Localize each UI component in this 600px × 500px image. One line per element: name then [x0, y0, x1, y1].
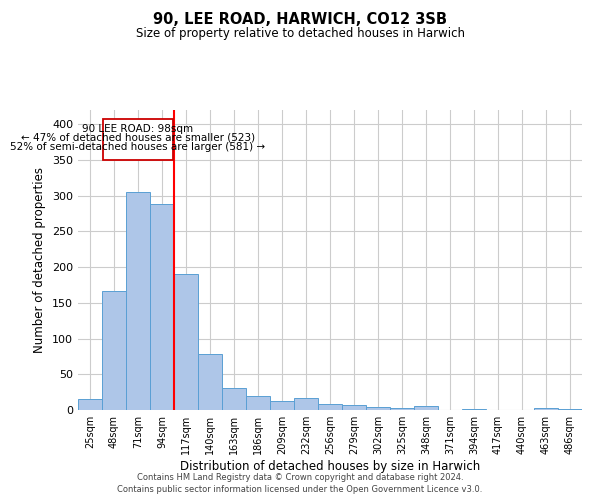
- Bar: [390, 408, 414, 410]
- Bar: [558, 408, 582, 410]
- Bar: [414, 406, 438, 410]
- Bar: [102, 290, 126, 410]
- Bar: [534, 408, 558, 410]
- Bar: [246, 396, 270, 410]
- Text: 90 LEE ROAD: 98sqm: 90 LEE ROAD: 98sqm: [82, 124, 194, 134]
- Bar: [462, 408, 486, 410]
- Bar: [366, 407, 390, 410]
- Text: 52% of semi-detached houses are larger (581) →: 52% of semi-detached houses are larger (…: [10, 142, 266, 152]
- Bar: [318, 404, 342, 410]
- X-axis label: Distribution of detached houses by size in Harwich: Distribution of detached houses by size …: [180, 460, 480, 473]
- Text: Contains public sector information licensed under the Open Government Licence v3: Contains public sector information licen…: [118, 485, 482, 494]
- Bar: [150, 204, 174, 410]
- Text: Contains HM Land Registry data © Crown copyright and database right 2024.: Contains HM Land Registry data © Crown c…: [137, 472, 463, 482]
- Bar: [78, 400, 102, 410]
- Bar: [198, 354, 222, 410]
- Bar: [174, 274, 198, 410]
- Y-axis label: Number of detached properties: Number of detached properties: [34, 167, 46, 353]
- Text: ← 47% of detached houses are smaller (523): ← 47% of detached houses are smaller (52…: [21, 133, 255, 143]
- Bar: [294, 398, 318, 410]
- FancyBboxPatch shape: [103, 118, 173, 160]
- Text: Size of property relative to detached houses in Harwich: Size of property relative to detached ho…: [136, 28, 464, 40]
- Bar: [222, 388, 246, 410]
- Bar: [270, 402, 294, 410]
- Bar: [342, 405, 366, 410]
- Bar: [126, 192, 150, 410]
- Text: 90, LEE ROAD, HARWICH, CO12 3SB: 90, LEE ROAD, HARWICH, CO12 3SB: [153, 12, 447, 28]
